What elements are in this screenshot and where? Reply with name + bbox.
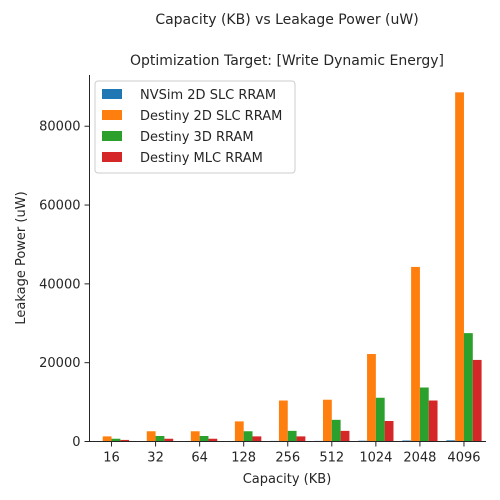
y-axis-label: Leakage Power (uW) [14, 191, 29, 324]
bar-destiny-3d-rram-256 [287, 430, 297, 442]
bar-destiny-mlc-rram-16 [120, 439, 130, 442]
x-tick-label: 128 [231, 451, 256, 466]
y-tick-label: 20000 [39, 356, 80, 371]
bar-destiny-2d-slc-rram-512 [322, 399, 332, 442]
bar-destiny-2d-slc-rram-64 [190, 431, 200, 442]
x-tick-label: 256 [275, 451, 300, 466]
y-tick-label: 0 [72, 435, 80, 450]
bar-destiny-2d-slc-rram-4096 [455, 92, 464, 442]
legend-frame [94, 80, 296, 174]
bar-destiny-3d-rram-1024 [375, 397, 385, 442]
legend-swatch [102, 110, 122, 120]
x-axis-label: Capacity (KB) [243, 472, 332, 487]
x-axis: 16 32 64 128 256 512 1024 2048 4096 [103, 441, 481, 466]
legend: NVSim 2D SLC RRAM Destiny 2D SLC RRAM Dest… [94, 80, 296, 174]
bar-destiny-mlc-rram-128 [252, 436, 262, 442]
bar-destiny-2d-slc-rram-16 [102, 436, 112, 442]
bar-nvsim-2d-slc-rram-4096 [446, 440, 456, 442]
x-tick-label: 32 [147, 451, 164, 466]
bar-destiny-2d-slc-rram-32 [146, 431, 156, 442]
bar-destiny-mlc-rram-512 [340, 430, 350, 442]
legend-label: Destiny MLC RRAM [140, 151, 263, 166]
bar-destiny-2d-slc-rram-256 [278, 400, 288, 442]
legend-label: Destiny 3D RRAM [140, 130, 254, 145]
bar-destiny-3d-rram-32 [155, 435, 165, 442]
legend-swatch [102, 89, 122, 99]
x-tick-label: 2048 [403, 451, 436, 466]
bar-destiny-2d-slc-rram-128 [234, 421, 244, 442]
y-tick-label: 40000 [39, 277, 80, 292]
legend-label: Destiny 2D SLC RRAM [140, 109, 282, 124]
legend-swatch [102, 131, 122, 141]
y-tick-label: 80000 [39, 120, 80, 135]
x-tick-label: 512 [319, 451, 344, 466]
x-tick-label: 1024 [359, 451, 392, 466]
bar-destiny-3d-rram-4096 [463, 333, 473, 442]
bar-destiny-mlc-rram-2048 [428, 400, 438, 442]
x-tick-label: 16 [103, 451, 120, 466]
bar-destiny-3d-rram-2048 [419, 387, 429, 442]
bar-destiny-mlc-rram-256 [296, 436, 306, 442]
y-axis: 0 20000 40000 60000 80000 [39, 120, 90, 450]
bar-destiny-3d-rram-128 [243, 431, 253, 442]
legend-swatch [102, 152, 122, 162]
y-tick-label: 60000 [39, 199, 80, 214]
chart-suptitle: Capacity (KB) vs Leakage Power (uW) [155, 12, 418, 28]
bar-destiny-mlc-rram-4096 [472, 359, 482, 442]
x-tick-label: 64 [191, 451, 208, 466]
bar-destiny-mlc-rram-1024 [384, 421, 394, 442]
legend-label: NVSim 2D SLC RRAM [140, 88, 276, 103]
bars-group [93, 92, 482, 442]
bar-destiny-3d-rram-64 [199, 435, 209, 442]
bar-destiny-3d-rram-512 [331, 419, 341, 442]
bar-destiny-mlc-rram-32 [164, 438, 174, 442]
bar-destiny-2d-slc-rram-2048 [411, 266, 420, 442]
bar-destiny-2d-slc-rram-1024 [367, 354, 376, 442]
chart-title: Optimization Target: [Write Dynamic Ener… [130, 53, 444, 69]
bar-destiny-mlc-rram-64 [208, 438, 218, 442]
bar-destiny-3d-rram-16 [111, 438, 121, 442]
x-tick-label: 4096 [447, 451, 480, 466]
